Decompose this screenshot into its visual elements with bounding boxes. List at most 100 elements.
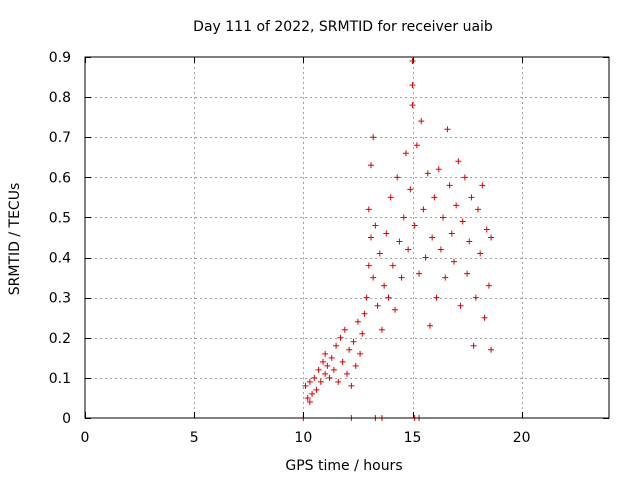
data-point	[346, 346, 353, 353]
plot-frame	[84, 56, 610, 419]
data-point	[341, 326, 348, 333]
data-point	[348, 382, 355, 389]
data-point	[488, 346, 495, 353]
gridlines	[85, 57, 609, 418]
y-tick-label: 0.5	[49, 210, 71, 226]
data-point	[481, 314, 488, 321]
data-point	[475, 206, 481, 213]
data-point	[411, 222, 418, 229]
y-tick-label: 0.8	[49, 90, 71, 106]
data-point	[370, 134, 377, 141]
data-point	[479, 182, 486, 189]
data-point	[420, 206, 427, 213]
data-point	[374, 302, 381, 309]
data-point	[389, 262, 396, 269]
y-tick-label: 0	[62, 411, 71, 427]
x-tick-label: 0	[81, 430, 90, 446]
data-point	[442, 274, 449, 281]
data-point	[337, 334, 344, 341]
data-point	[405, 246, 412, 253]
data-point	[455, 158, 462, 165]
data-point	[317, 378, 324, 385]
data-point	[413, 142, 420, 149]
data-point	[416, 270, 423, 277]
data-point	[464, 270, 471, 277]
data-point	[330, 366, 337, 373]
data-point	[394, 174, 401, 181]
data-point	[378, 326, 385, 333]
data-point	[350, 338, 357, 345]
x-tick-label: 15	[404, 430, 422, 446]
data-point	[437, 246, 444, 253]
axis-ticks	[85, 57, 609, 419]
data-point	[440, 214, 447, 221]
data-point	[485, 282, 492, 289]
data-point	[418, 118, 425, 125]
data-point	[315, 366, 322, 373]
data-point	[354, 318, 361, 325]
data-point	[311, 374, 318, 381]
data-point	[431, 194, 438, 201]
x-tick-label: 20	[513, 430, 531, 446]
data-point	[333, 342, 340, 349]
data-point	[322, 370, 329, 377]
y-tick-label: 0.2	[49, 331, 71, 347]
data-point	[398, 274, 405, 281]
data-point	[372, 222, 379, 229]
data-point	[433, 294, 440, 301]
data-point	[361, 310, 368, 317]
y-tick-labels: 0 0.1 0.2 0.3 0.4 0.5 0.6 0.7 0.8 0.9	[49, 50, 71, 427]
data-point	[457, 302, 464, 309]
data-point	[459, 218, 466, 225]
data-point	[392, 306, 399, 313]
data-point	[368, 162, 375, 169]
data-point	[429, 234, 436, 241]
data-point	[370, 274, 377, 281]
y-tick-label: 0.6	[49, 170, 71, 186]
data-point	[363, 294, 370, 301]
data-point	[365, 206, 372, 213]
data-point	[302, 382, 309, 389]
data-point	[453, 202, 460, 209]
y-tick-label: 0.7	[49, 130, 71, 146]
data-point	[466, 238, 473, 245]
data-point	[339, 358, 346, 365]
data-point	[472, 294, 479, 301]
data-point	[324, 362, 331, 369]
data-point	[409, 58, 416, 65]
y-axis-label: SRMTID / TECUs	[7, 183, 23, 296]
data-point	[402, 150, 409, 157]
data-point	[424, 170, 431, 177]
data-point	[368, 234, 375, 241]
data-point	[357, 350, 364, 357]
x-tick-label: 10	[294, 430, 312, 446]
data-point	[383, 230, 390, 237]
data-point	[477, 250, 484, 257]
data-point	[422, 254, 429, 261]
data-point	[359, 330, 366, 337]
data-point	[409, 102, 416, 109]
x-axis-label: GPS time / hours	[285, 458, 402, 474]
data-point	[435, 166, 442, 173]
data-point	[306, 378, 313, 385]
data-point	[387, 194, 394, 201]
y-tick-label: 0.1	[49, 371, 71, 387]
data-point	[396, 238, 403, 245]
data-point	[306, 398, 313, 405]
data-point	[409, 82, 416, 89]
data-point	[407, 186, 414, 193]
data-point	[304, 394, 311, 401]
data-point	[444, 126, 451, 133]
data-point	[483, 226, 490, 233]
data-point	[448, 230, 455, 237]
data-point	[319, 358, 326, 365]
chart-title: Day 111 of 2022, SRMTID for receiver uai…	[193, 19, 493, 35]
data-point	[365, 262, 372, 269]
data-point	[385, 294, 392, 301]
x-tick-labels: 0 5 10 15 20	[81, 430, 531, 446]
data-point	[313, 386, 320, 393]
y-tick-label: 0.4	[49, 251, 71, 267]
data-point	[446, 182, 453, 189]
data-point	[322, 350, 329, 357]
data-point	[461, 174, 468, 181]
